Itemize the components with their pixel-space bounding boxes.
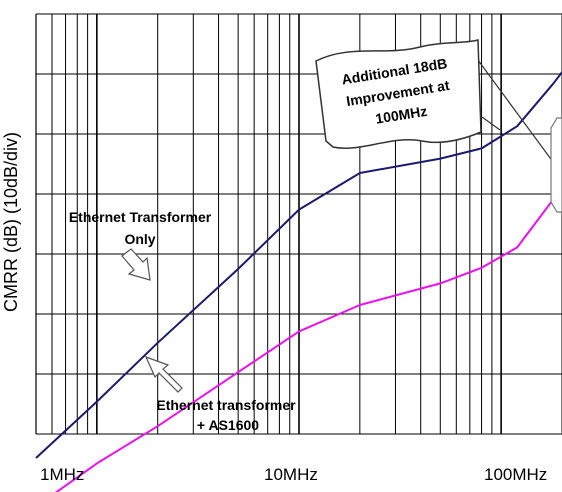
improvement-double-arrow <box>550 117 562 213</box>
annotation-transformer-as1600-line2: + AS1600 <box>197 417 259 433</box>
annotation-improvement-callout: Additional 18dB Improvement at 100MHz <box>315 39 562 213</box>
annotation-transformer-only-line2: Only <box>124 231 155 247</box>
annotation-transformer-as1600: Ethernet transformer + AS1600 <box>144 355 296 433</box>
x-tick-label-10mhz: 10MHz <box>264 465 318 484</box>
x-tick-label-1mhz: 1MHz <box>40 465 84 484</box>
grid <box>35 13 562 435</box>
annotation-transformer-only-line1: Ethernet Transformer <box>69 209 212 225</box>
series-lines <box>35 71 562 492</box>
series-line-1 <box>54 183 562 492</box>
y-axis-label: CMRR (dB) (10dB/div) <box>1 132 21 312</box>
annotation-transformer-only: Ethernet Transformer Only <box>69 209 212 281</box>
arrow-to-magenta-line <box>144 355 183 393</box>
callout-flag <box>315 39 482 149</box>
arrow-to-blue-line <box>121 248 151 281</box>
x-tick-label-100mhz: 100MHz <box>484 465 547 484</box>
series-line-0 <box>35 71 562 459</box>
annotation-transformer-as1600-line1: Ethernet transformer <box>156 397 296 413</box>
